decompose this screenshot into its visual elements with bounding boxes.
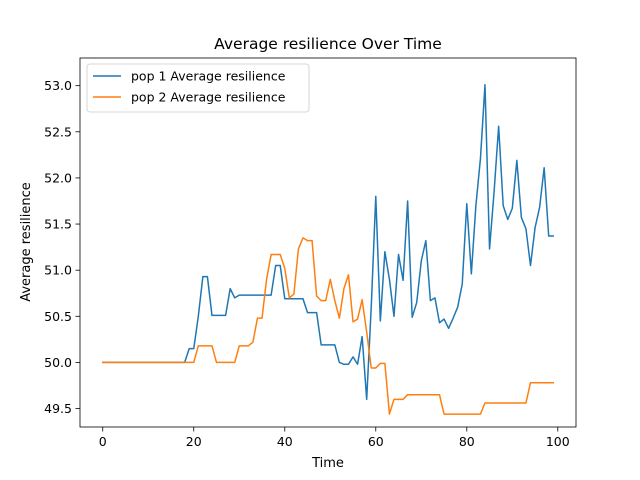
axes: 0 20 40 60 80 100 49.5 50.0 50.5 51.0 51.5 52.0 52.5… <box>44 57 577 449</box>
x-tick-label: 40 <box>277 434 293 449</box>
legend-label-pop-1: pop 1 Average resilience <box>131 69 286 84</box>
y-tick-label: 53.0 <box>44 78 72 93</box>
legend-box <box>86 63 310 113</box>
y-tick-label: 52.0 <box>44 170 72 185</box>
y-tick-label: 51.0 <box>44 263 72 278</box>
x-tick-label: 60 <box>368 434 384 449</box>
y-tick-label: 50.0 <box>44 355 72 370</box>
x-tick-label: 20 <box>186 434 202 449</box>
chart-title: Average resilience Over Time <box>214 35 442 53</box>
y-axis-label: Average resilience <box>19 182 34 302</box>
x-tick-label: 0 <box>99 434 107 449</box>
y-tick-label: 50.5 <box>44 309 72 324</box>
legend: pop 1 Average resilience pop 2 Average re… <box>86 63 310 113</box>
x-tick-label: 100 <box>546 434 570 449</box>
series-line-pop-2 <box>102 237 554 415</box>
y-tick-label: 49.5 <box>44 401 72 416</box>
plot-frame <box>79 57 577 428</box>
plot-area <box>102 84 554 415</box>
y-tick-label: 52.5 <box>44 124 72 139</box>
x-axis-label: Time <box>311 456 344 471</box>
x-tick-label: 80 <box>459 434 475 449</box>
legend-label-pop-2: pop 2 Average resilience <box>131 90 286 105</box>
y-tick-label: 51.5 <box>44 217 72 232</box>
